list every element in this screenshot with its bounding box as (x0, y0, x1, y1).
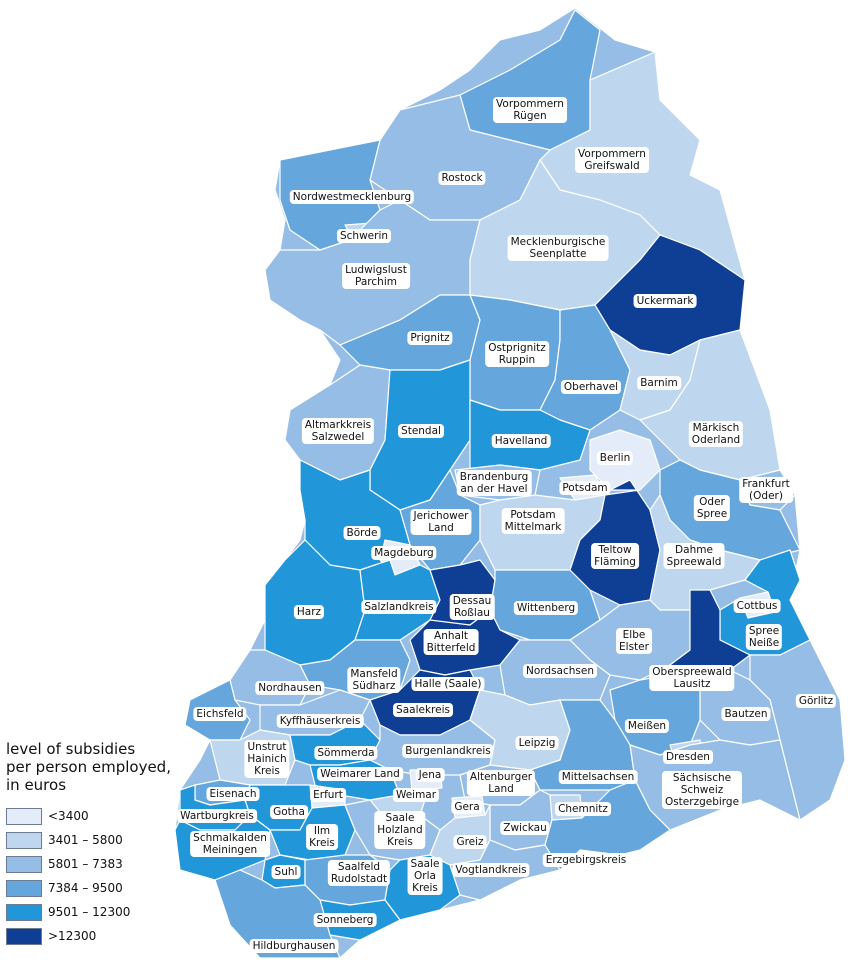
legend-item: 7384 – 9500 (6, 876, 186, 900)
label-teltow-flaeming: Teltow Fläming (591, 543, 639, 569)
label-leipzig: Leipzig (515, 736, 559, 750)
label-spree-neisse: Spree Neiße (745, 624, 783, 650)
legend-label: 3401 – 5800 (48, 833, 123, 847)
label-schwerin: Schwerin (336, 229, 392, 243)
label-altenburger-land: Altenburger Land (466, 770, 536, 796)
legend-item: 5801 – 7383 (6, 852, 186, 876)
label-bautzen: Bautzen (721, 707, 771, 721)
label-mittelsachsen: Mittelsachsen (558, 770, 638, 784)
label-stendal: Stendal (398, 424, 444, 438)
legend-swatch (6, 831, 42, 849)
label-uckermark: Uckermark (633, 294, 697, 308)
label-nordhausen: Nordhausen (255, 681, 325, 695)
label-erzgebirgskreis: Erzgebirgskreis (542, 853, 630, 867)
legend-swatch (6, 927, 42, 945)
label-mecklenburgische-seenplatte: Mecklenburgische Seenplatte (507, 235, 609, 261)
label-mansfeld-suedharz: Mansfeld Südharz (347, 667, 401, 693)
label-gotha: Gotha (270, 805, 308, 819)
legend-item: <3400 (6, 804, 186, 828)
label-cottbus: Cottbus (733, 599, 781, 613)
label-prignitz: Prignitz (407, 331, 453, 345)
label-harz: Harz (293, 605, 325, 619)
label-elbe-elster: Elbe Elster (616, 628, 652, 654)
legend-label: >12300 (48, 929, 97, 943)
label-unstrut-hainich-kreis: Unstrut Hainich Kreis (244, 740, 290, 778)
label-zwickau: Zwickau (500, 821, 550, 835)
legend-label: 5801 – 7383 (48, 857, 123, 871)
label-wittenberg: Wittenberg (513, 601, 579, 615)
legend-swatch (6, 879, 42, 897)
label-ludwigslust-parchim: Ludwigslust Parchim (342, 263, 410, 289)
label-dresden: Dresden (663, 750, 713, 764)
label-maerkisch-oderland: Märkisch Oderland (688, 421, 744, 447)
legend-swatch (6, 855, 42, 873)
label-havelland: Havelland (491, 434, 551, 448)
label-ostprignitz-ruppin: Ostprignitz Ruppin (485, 341, 549, 367)
legend-title: level of subsidies per person employed, … (6, 740, 171, 794)
label-gera: Gera (451, 800, 483, 814)
label-jena: Jena (415, 768, 445, 782)
label-oberhavel: Oberhavel (560, 380, 622, 394)
label-saalfeld-rudolstadt: Saalfeld Rudolstadt (327, 860, 391, 886)
label-rostock: Rostock (438, 171, 486, 185)
label-dessau-rosslau: Dessau Roßlau (449, 594, 495, 620)
label-vorpommern-greifswald: Vorpommern Greifswald (575, 147, 649, 173)
label-jerichower-land: Jerichower Land (410, 509, 472, 535)
label-eisenach: Eisenach (206, 787, 260, 801)
label-nordwestmecklenburg: Nordwestmecklenburg (289, 190, 415, 204)
label-halle-saale: Halle (Saale) (411, 677, 485, 691)
label-salzlandkreis: Salzlandkreis (361, 600, 437, 614)
label-boerde: Börde (343, 526, 381, 540)
label-saale-holzland-kreis: Saale Holzland Kreis (374, 811, 426, 849)
label-suhl: Suhl (271, 865, 301, 879)
label-weimarer-land: Weimarer Land (317, 767, 403, 781)
label-kyffhaeuserkreis: Kyffhäuserkreis (276, 714, 364, 728)
label-vogtlandkreis: Vogtlandkreis (452, 863, 530, 877)
label-potsdam-mittelmark: Potsdam Mittelmark (501, 508, 565, 534)
legend-item: >12300 (6, 924, 186, 948)
label-brandenburg-an-der-havel: Brandenburg an der Havel (456, 470, 532, 496)
label-oberspreewald-lausitz: Oberspreewald Lausitz (649, 665, 735, 691)
label-burgenlandkreis: Burgenlandkreis (402, 744, 494, 758)
map-legend: level of subsidies per person employed, … (6, 740, 186, 948)
label-altmarkkreis-salzwedel: Altmarkkreis Salzwedel (301, 418, 375, 444)
label-sonneberg: Sonneberg (313, 913, 377, 927)
label-oder-spree: Oder Spree (693, 495, 731, 521)
label-berlin: Berlin (596, 451, 634, 465)
legend-item: 3401 – 5800 (6, 828, 186, 852)
legend-swatch (6, 903, 42, 921)
legend-label: 9501 – 12300 (48, 905, 131, 919)
label-anhalt-bitterfeld: Anhalt Bitterfeld (423, 629, 479, 655)
label-barnim: Barnim (637, 376, 681, 390)
region-maerkisch-oderland (639, 329, 781, 481)
legend-swatch (6, 807, 42, 825)
label-saechsische-schweiz-osterzgebirge: Sächsische Schweiz Osterzgebirge (661, 771, 743, 809)
label-goerlitz: Görlitz (795, 694, 837, 708)
label-meissen: Meißen (624, 719, 670, 733)
label-erfurt: Erfurt (310, 788, 346, 802)
legend-item: 9501 – 12300 (6, 900, 186, 924)
label-potsdam: Potsdam (559, 481, 611, 495)
label-greiz: Greiz (453, 835, 487, 849)
label-vorpommern-ruegen: Vorpommern Rügen (493, 97, 567, 123)
label-eichsfeld: Eichsfeld (193, 707, 247, 721)
label-nordsachsen: Nordsachsen (523, 664, 597, 678)
label-dahme-spreewald: Dahme Spreewald (663, 543, 725, 569)
label-frankfurt-oder: Frankfurt (Oder) (739, 477, 793, 503)
label-soemmerda: Sömmerda (314, 746, 378, 760)
label-schmalkalden-meiningen: Schmalkalden Meiningen (190, 831, 270, 857)
label-magdeburg: Magdeburg (371, 546, 437, 560)
label-wartburgkreis: Wartburgkreis (177, 809, 257, 823)
label-ilm-kreis: Ilm Kreis (306, 824, 338, 850)
label-hildburghausen: Hildburghausen (249, 939, 339, 953)
legend-label: <3400 (48, 809, 89, 823)
legend-label: 7384 – 9500 (48, 881, 123, 895)
label-saalekreis: Saalekreis (393, 703, 453, 717)
label-chemnitz: Chemnitz (555, 802, 611, 816)
label-saale-orla-kreis: Saale Orla Kreis (407, 857, 443, 895)
label-weimar: Weimar (392, 788, 440, 802)
